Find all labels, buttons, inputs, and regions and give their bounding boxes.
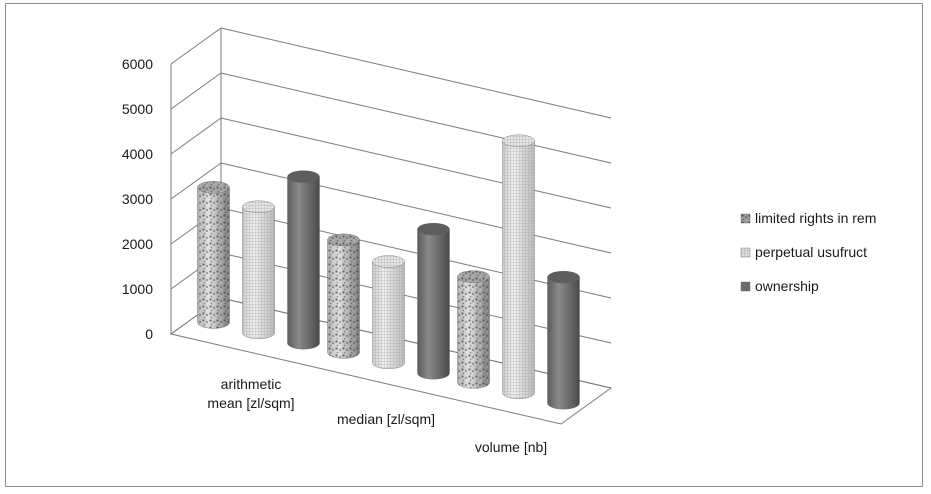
bar-perpetual-usufruct — [502, 134, 535, 399]
y-tick-label: 6000 — [122, 56, 153, 72]
bar-top — [287, 170, 320, 183]
category-label: volume [nb] — [475, 439, 547, 455]
bar-top-texture — [197, 181, 230, 194]
legend-swatch — [740, 281, 751, 292]
legend-item: ownership — [740, 278, 819, 294]
y-tick-label: 1000 — [122, 281, 153, 297]
chart: 0 1000 2000 3000 4000 5000 6000 arithmetic mean… — [122, 27, 876, 455]
bar-perpetual-usufruct — [372, 255, 405, 369]
y-tick-label: 5000 — [122, 101, 153, 117]
legend-item: perpetual usufruct — [740, 244, 867, 260]
gridline — [220, 117, 612, 209]
gridline — [220, 252, 612, 344]
bar-body — [547, 276, 580, 410]
bar-ownership — [547, 270, 580, 410]
side-gridline — [170, 27, 222, 65]
bar-body — [287, 176, 320, 350]
side-gridline — [170, 162, 222, 200]
bar-limited-rights-in-rem — [197, 181, 230, 329]
bar-limited-rights-in-rem — [327, 233, 360, 359]
side-gridline — [170, 117, 222, 155]
bar-top-texture — [502, 134, 535, 147]
y-tick-label: 4000 — [122, 146, 153, 162]
chart-frame: 0 1000 2000 3000 4000 5000 6000 arithmetic mean… — [5, 3, 923, 487]
bar-perpetual-usufruct — [242, 200, 275, 339]
legend-item: limited rights in rem — [740, 210, 876, 226]
legend-label: perpetual usufruct — [755, 244, 867, 260]
side-gridline — [170, 72, 222, 110]
bar-body — [417, 228, 450, 380]
bar-texture — [502, 140, 535, 399]
bar-texture — [457, 276, 490, 389]
bar-ownership — [287, 170, 320, 350]
bar-ownership — [417, 222, 450, 380]
legend-label: ownership — [755, 278, 819, 294]
bar-limited-rights-in-rem — [457, 270, 490, 389]
y-tick-label: 0 — [145, 326, 153, 342]
gridline — [220, 207, 612, 299]
y-tick-label: 3000 — [122, 191, 153, 207]
gridline — [220, 72, 612, 164]
legend-label: limited rights in rem — [755, 210, 876, 226]
category-label: median [zl/sqm] — [337, 411, 435, 427]
bar-texture — [327, 239, 360, 359]
bar-top-texture — [457, 270, 490, 283]
bar-top — [417, 222, 450, 236]
bar-texture — [197, 187, 230, 329]
category-label: arithmetic mean [zl/sqm] — [207, 376, 294, 411]
legend-swatch-texture — [741, 248, 750, 257]
bar-top — [547, 270, 580, 284]
y-tick-label: 2000 — [122, 236, 153, 252]
gridline — [220, 27, 612, 119]
legend-swatch-texture — [741, 214, 750, 223]
bar-texture — [372, 261, 405, 369]
bar-top-texture — [327, 233, 360, 246]
bar-top-texture — [372, 255, 405, 268]
bar-top-texture — [242, 200, 275, 213]
bar-texture — [242, 206, 275, 339]
gridline — [220, 162, 612, 254]
